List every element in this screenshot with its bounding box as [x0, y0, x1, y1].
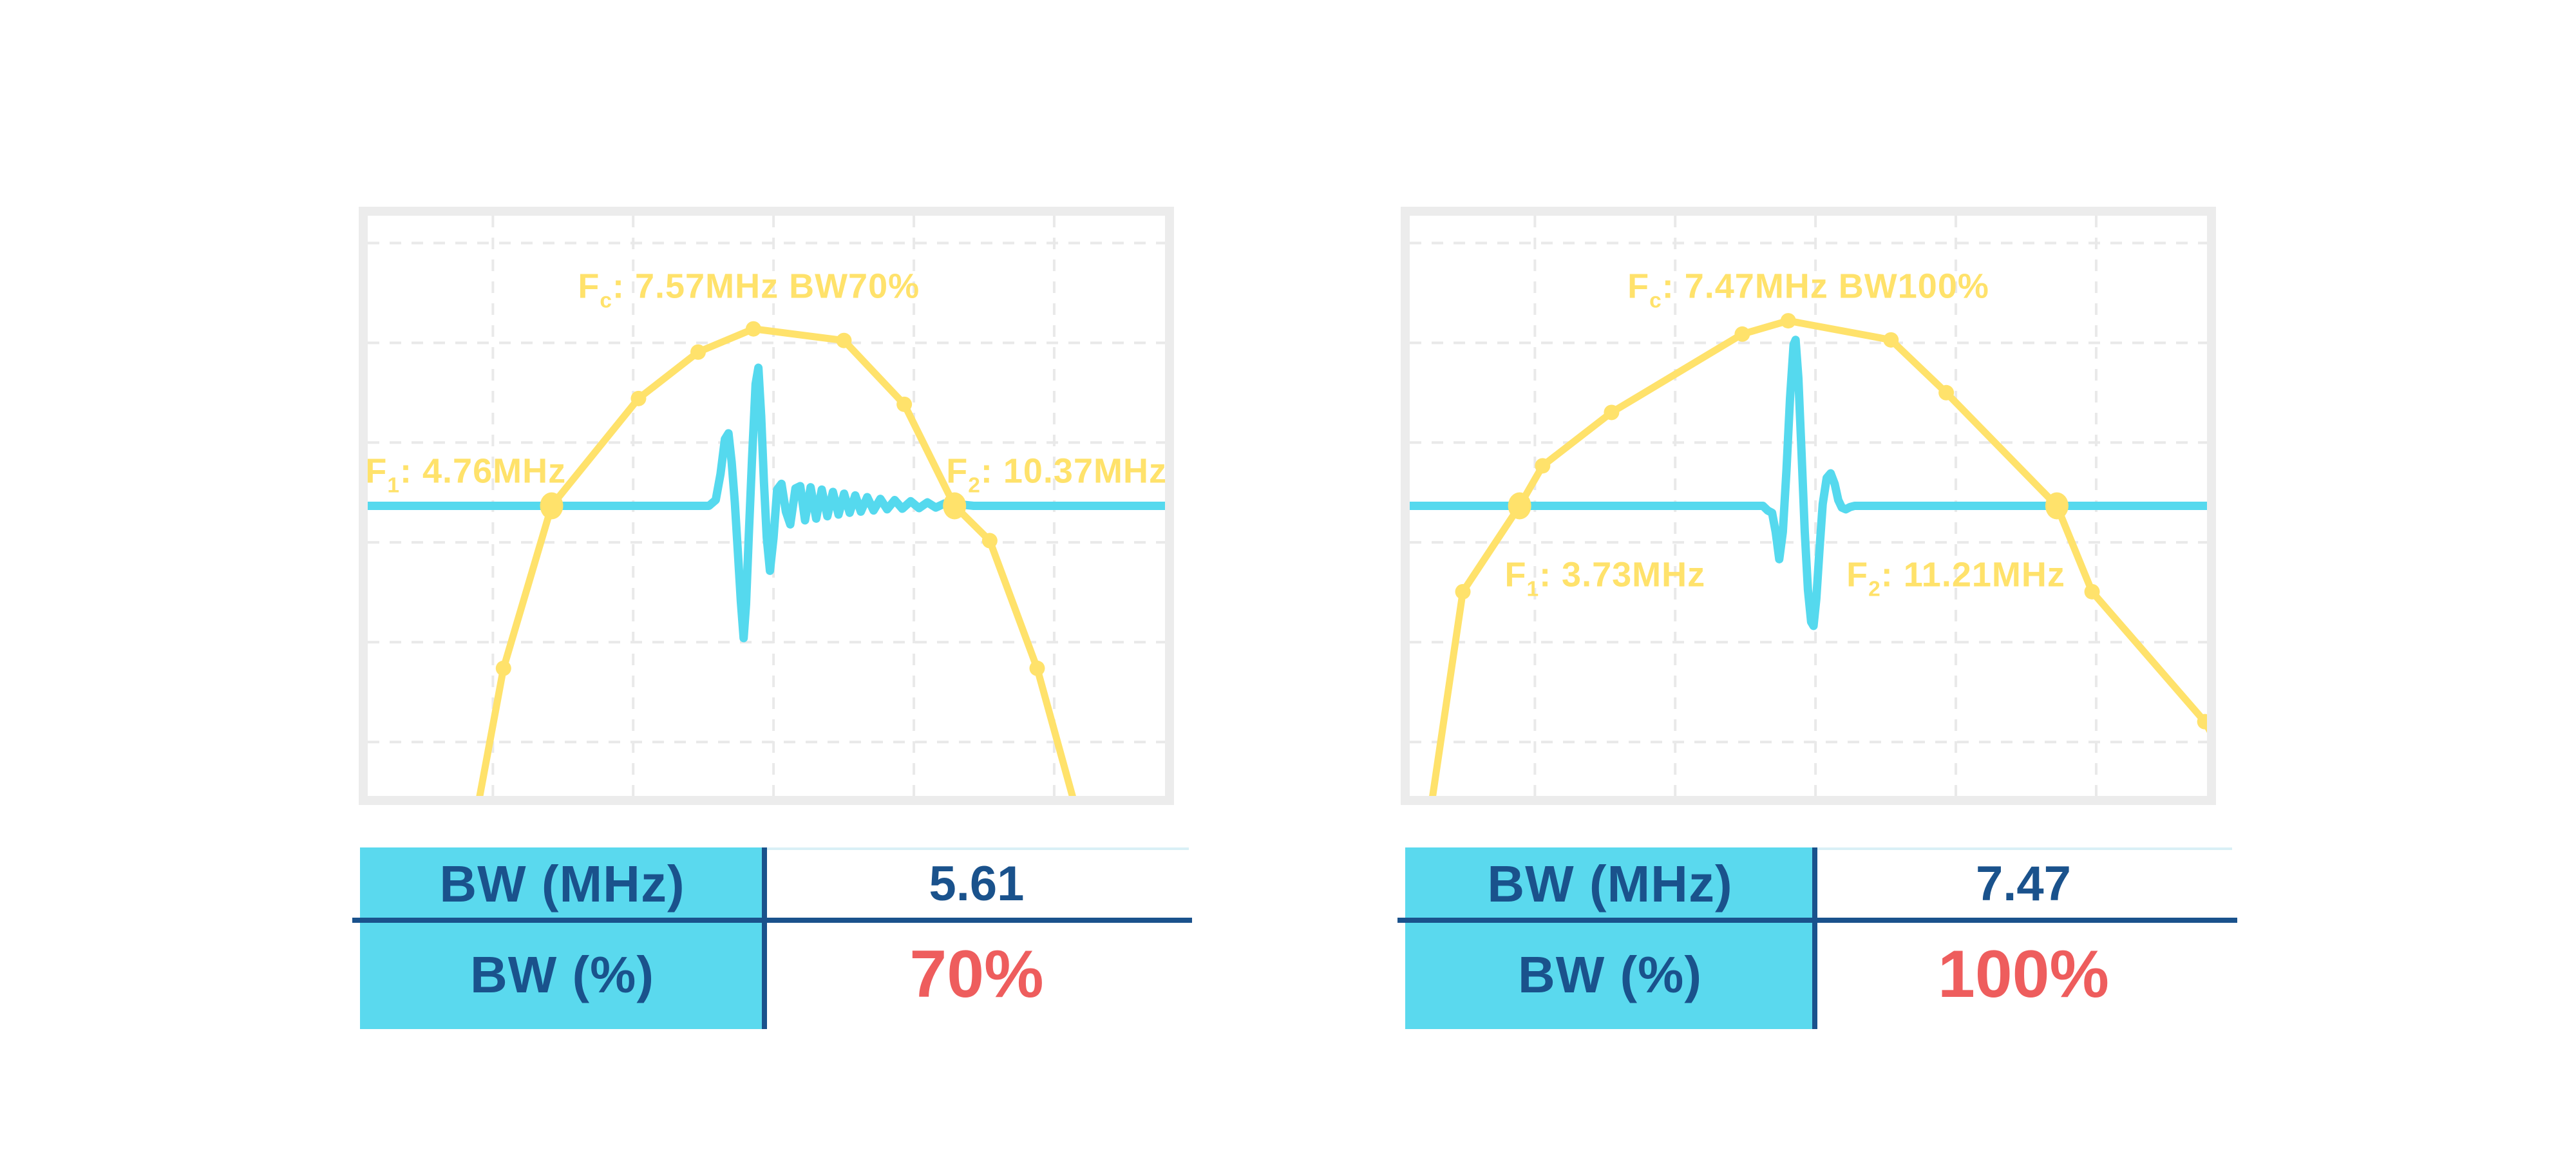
pulse-series: [1410, 336, 2207, 630]
table-row-divider: [352, 918, 1192, 923]
chart-annotation-f1: F1: 3.73MHz: [1504, 555, 1706, 601]
spectrum-markers: [1455, 313, 2207, 730]
table-value-bw-pct: 100%: [1938, 937, 2109, 1012]
table-header-column: BW (MHz) BW (%): [1405, 847, 1815, 1029]
table-label-bw-pct: BW (%): [470, 945, 654, 1003]
table-header-column: BW (MHz) BW (%): [360, 847, 764, 1029]
table-column-divider: [762, 847, 767, 1029]
chart-canvas: [368, 216, 1165, 796]
table-label-bw-mhz: BW (MHz): [1487, 855, 1733, 913]
table-label-bw-pct: BW (%): [1518, 945, 1702, 1003]
chart-canvas: [1410, 216, 2207, 796]
bandwidth-table-right: BW (MHz) BW (%) 7.47 100%: [1405, 847, 2232, 1029]
spectrum-chart-bw70: Fc: 7.57MHz BW70% F1: 4.76MHz F2: 10.37MHz: [359, 207, 1174, 805]
table-top-accent-line: [764, 847, 1189, 850]
table-label-bw-mhz: BW (MHz): [439, 855, 685, 913]
table-row-divider: [1397, 918, 2237, 923]
table-top-accent-line: [1817, 847, 2232, 850]
chart-annotation-f2: F2: 10.37MHz: [946, 451, 1167, 498]
table-column-divider: [1812, 847, 1817, 1029]
pulse-series: [368, 363, 1165, 643]
spectrum-series: [476, 325, 1076, 796]
bandwidth-table-left: BW (MHz) BW (%) 5.61 70%: [360, 847, 1189, 1029]
table-value-bw-mhz: 5.61: [929, 856, 1025, 911]
chart-annotation-fc: Fc: 7.47MHz BW100%: [1627, 267, 1989, 313]
table-value-bw-pct: 70%: [909, 937, 1044, 1012]
chart-annotation-f1: F1: 4.76MHz: [365, 451, 567, 498]
chart-annotation-fc: Fc: 7.57MHz BW70%: [578, 267, 920, 313]
spectrum-chart-bw100: Fc: 7.47MHz BW100% F1: 3.73MHz F2: 11.21MH…: [1401, 207, 2216, 805]
chart-annotation-f2: F2: 11.21MHz: [1846, 555, 2065, 601]
table-value-bw-mhz: 7.47: [1976, 856, 2071, 911]
spectrum-markers: [495, 321, 1045, 676]
